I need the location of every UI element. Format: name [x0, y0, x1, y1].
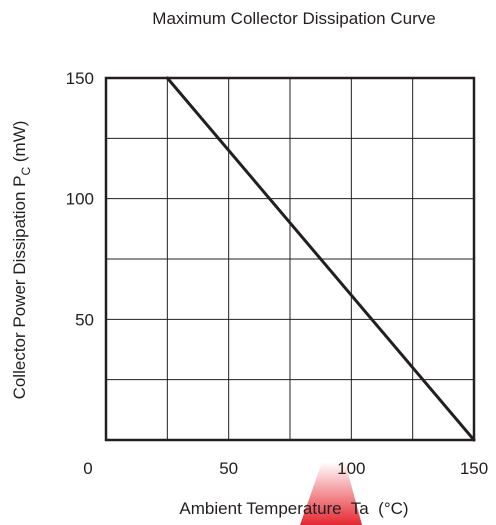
series-layer: [165, 76, 476, 442]
y-axis-label-subscript: C: [19, 167, 33, 176]
x-tick-label: 50: [219, 459, 238, 478]
plot-frame: [104, 76, 476, 442]
x-tick-label: 150: [460, 459, 488, 478]
series-line: [165, 76, 476, 442]
watermark-logo: [300, 462, 362, 525]
y-axis-label-main: Collector Power Dissipation P: [10, 176, 29, 400]
y-tick-label: 150: [66, 69, 94, 88]
x-tick-label: 100: [337, 459, 365, 478]
y-axis-label: Collector Power Dissipation PC (mW): [10, 121, 33, 400]
x-tick-label: 0: [83, 459, 92, 478]
x-axis-label: Ambient Temperature Ta (°C): [179, 499, 408, 518]
tick-labels: 0 50 100 150 50 100 150: [66, 69, 489, 478]
y-tick-label: 100: [66, 190, 94, 209]
y-tick-label: 50: [75, 310, 94, 329]
grid: [105, 77, 475, 441]
y-axis-label-unit: (mW): [10, 121, 29, 167]
chart-title: Maximum Collector Dissipation Curve: [152, 9, 435, 28]
